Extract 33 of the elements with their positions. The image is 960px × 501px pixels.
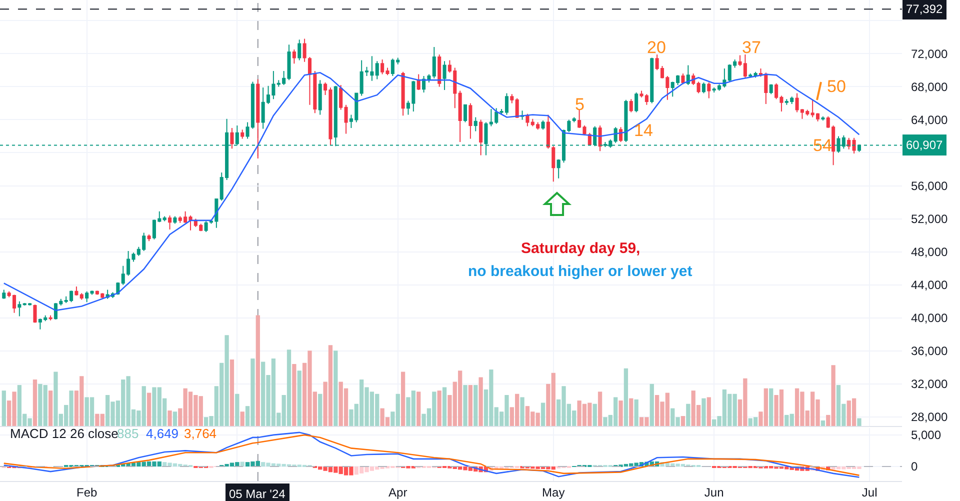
y-tick-label: 0 (911, 460, 918, 474)
y-tick-label: 36,000 (911, 344, 948, 358)
ref-line-label: 77,392 (906, 2, 944, 16)
y-tick-label: 5,000 (911, 428, 942, 442)
annotation: no breakout higher or lower yet (468, 263, 692, 280)
y-tick-label: 40,000 (911, 311, 948, 326)
y-tick-label: 68,000 (911, 80, 948, 94)
x-tick-label: Apr (388, 485, 408, 500)
annotation: 4,649 (146, 426, 179, 441)
y-tick-label: 32,000 (911, 377, 948, 392)
annotation: 3,764 (184, 426, 217, 441)
annotation: 37 (742, 38, 761, 57)
y-tick-label: 72,000 (911, 46, 948, 61)
chart-title: MACD 12 26 close (10, 426, 118, 441)
y-tick-label: 64,000 (911, 112, 948, 127)
y-tick-label: 52,000 (911, 212, 948, 226)
x-tick-label: May (542, 485, 565, 500)
y-tick-label: 48,000 (911, 245, 948, 259)
x-tick-label: Jun (704, 485, 724, 500)
annotation: 54 (813, 136, 832, 155)
annotation: 20 (647, 38, 666, 57)
annotation: Saturday day 59, (521, 240, 640, 257)
ref-line-label: 60,907 (906, 138, 944, 152)
x-tick-label: Feb (76, 485, 98, 500)
annotation: 50 (827, 77, 846, 96)
annotation: 14 (634, 121, 653, 140)
x-tick-label: Jul (862, 485, 878, 500)
annotation: 885 (117, 426, 139, 441)
y-tick-label: 44,000 (911, 278, 948, 292)
y-tick-label: 56,000 (911, 178, 948, 193)
ref-line-label: 05 Mar '24 (229, 487, 286, 501)
annotation: 5 (575, 95, 584, 114)
y-tick-label: 28,000 (911, 410, 948, 424)
